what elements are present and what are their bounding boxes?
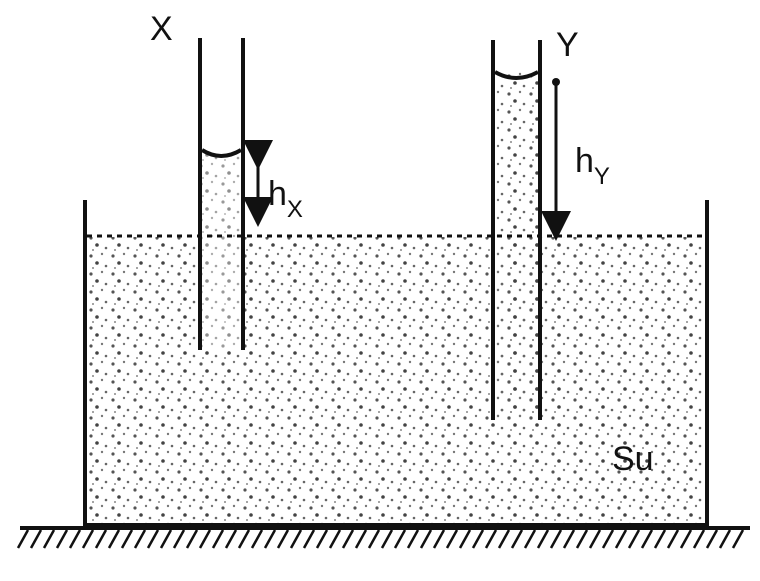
hatch-line (81, 529, 95, 549)
hatch-line (692, 529, 706, 549)
hatch-line (497, 529, 511, 549)
hatch-line (380, 529, 394, 549)
h: h (575, 142, 594, 180)
hatch-line (640, 529, 654, 549)
hatch-line (367, 529, 381, 549)
tube-x-liquid (202, 150, 241, 350)
hatch-line (614, 529, 628, 549)
arrow-start (552, 78, 560, 86)
hatch-line (341, 529, 355, 549)
subscript: Y (594, 163, 610, 190)
hatch-line (250, 529, 264, 549)
hatch-line (432, 529, 446, 549)
hatch-line (133, 529, 147, 549)
hatch-line (627, 529, 641, 549)
label-h-y: hY (575, 142, 610, 190)
hatch-line (302, 529, 316, 549)
hatch-line (679, 529, 693, 549)
hatch-line (237, 529, 251, 549)
hatch-line (224, 529, 238, 549)
hatch-line (705, 529, 719, 549)
hatch-line (185, 529, 199, 549)
hatch-line (731, 529, 745, 549)
meniscus-y (494, 70, 539, 80)
hatch-line (510, 529, 524, 549)
hatch-line (445, 529, 459, 549)
hatch-line (276, 529, 290, 549)
liquid (87, 237, 705, 525)
hatch-line (211, 529, 225, 549)
hatch-line (588, 529, 602, 549)
hatch-line (653, 529, 667, 549)
hatch-line (68, 529, 82, 549)
container (83, 200, 709, 527)
subscript: X (287, 196, 303, 223)
hatch-line (484, 529, 498, 549)
hatch-line (458, 529, 472, 549)
hatch-line (289, 529, 303, 549)
hatch-line (263, 529, 277, 549)
hatch-line (549, 529, 563, 549)
hatch-line (198, 529, 212, 549)
hatch-line (42, 529, 56, 549)
hatch-line (29, 529, 43, 549)
hatch-line (562, 529, 576, 549)
hatch-line (55, 529, 69, 549)
hatch-line (107, 529, 121, 549)
tube-y-liquid (495, 72, 538, 420)
hatch-line (419, 529, 433, 549)
hatch-line (354, 529, 368, 549)
hatch-line (575, 529, 589, 549)
label-liquid: Su (612, 440, 654, 478)
hatch-line (393, 529, 407, 549)
ground-hatch (16, 529, 745, 549)
hatch-line (94, 529, 108, 549)
label-y: Y (556, 26, 579, 64)
hatch-line (471, 529, 485, 549)
hatch-line (666, 529, 680, 549)
hatch-line (718, 529, 732, 549)
hatch-line (328, 529, 342, 549)
hatch-line (120, 529, 134, 549)
hatch-line (146, 529, 160, 549)
hatch-line (16, 529, 30, 549)
hatch-line (315, 529, 329, 549)
hatch-line (523, 529, 537, 549)
hatch-line (159, 529, 173, 549)
hatch-line (536, 529, 550, 549)
label-h-x: hX (268, 175, 303, 223)
hatch-line (406, 529, 420, 549)
h: h (268, 175, 287, 213)
hatch-line (601, 529, 615, 549)
label-x: X (150, 10, 173, 48)
meniscus-x (200, 148, 243, 158)
hatch-line (172, 529, 186, 549)
